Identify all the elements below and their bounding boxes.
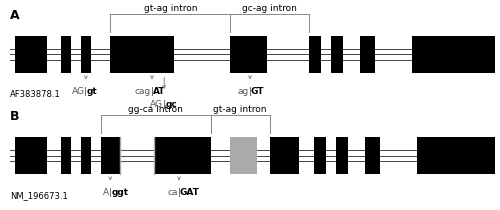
Text: GAT: GAT [180,188,200,197]
Bar [62,137,71,174]
Text: AF383878.1: AF383878.1 [10,90,60,99]
Bar [154,137,211,174]
Bar [110,36,174,73]
Text: |: | [150,87,154,96]
Text: gc: gc [165,100,177,109]
Bar [230,137,258,174]
Bar [336,137,348,174]
Bar [365,137,380,174]
Text: |: | [248,87,252,96]
Text: A: A [103,188,110,197]
Text: cag: cag [135,87,151,96]
Text: gt: gt [87,87,98,96]
Bar [81,137,91,174]
Text: B: B [10,110,20,123]
Bar [100,137,120,174]
Text: |: | [109,188,112,197]
Text: gc-ag intron: gc-ag intron [242,4,297,13]
Bar [309,36,321,73]
Text: gt-ag intron: gt-ag intron [214,105,267,114]
Text: AG: AG [150,100,164,109]
Text: gt-ag intron: gt-ag intron [144,4,197,13]
Text: AT: AT [153,87,166,96]
Text: |: | [84,87,87,96]
Text: ca: ca [168,188,178,197]
Bar [270,137,299,174]
Text: NM_196673.1: NM_196673.1 [10,191,68,200]
Bar [230,36,267,73]
Text: GT: GT [251,87,264,96]
Text: A: A [10,9,20,22]
Text: |: | [178,188,180,197]
Bar [15,36,46,73]
Bar [331,36,343,73]
Bar [15,137,46,174]
Text: ag: ag [238,87,249,96]
Bar [81,36,91,73]
Text: ggt: ggt [112,188,128,197]
Text: AG: AG [72,87,85,96]
Bar [360,36,375,73]
Bar [412,36,495,73]
Text: |: | [163,100,166,109]
Bar [62,36,71,73]
Bar [314,137,326,174]
Bar [416,137,495,174]
Text: gg-ca intron: gg-ca intron [128,105,183,114]
